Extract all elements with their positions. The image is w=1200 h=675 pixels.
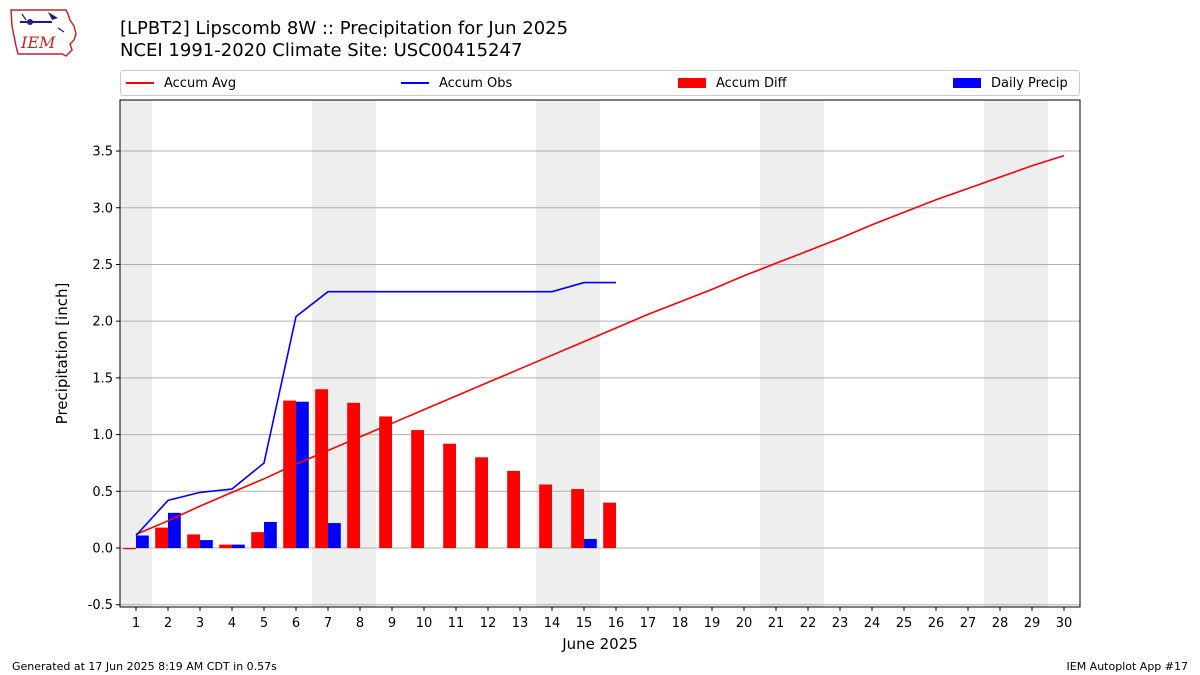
x-tick-label: 16 [608,616,625,631]
accum-diff-bar [347,402,360,549]
chart-title: [LPBT2] Lipscomb 8W :: Precipitation for… [120,18,569,39]
x-tick-label: 21 [768,616,785,631]
daily-precip-bar [232,544,245,549]
legend-item-accum-obs: Accum Obs [401,71,512,95]
accum-obs-line [135,281,616,537]
legend-swatch [126,82,154,84]
weekend-band [120,100,152,607]
legend-swatch [401,82,429,84]
x-tick-label: 3 [196,616,204,631]
x-tick-label: 19 [704,616,721,631]
accum-diff-bar [411,430,424,549]
daily-precip-bar [200,540,213,549]
x-tick-label: 18 [672,616,689,631]
legend-swatch [678,78,706,88]
x-tick-label: 10 [416,616,433,631]
legend-item-daily-precip: Daily Precip [953,71,1068,95]
accum-diff-bar [571,489,584,549]
y-axis-label: Precipitation [inch] [53,283,71,425]
legend: Accum Avg Accum Obs Accum Diff Daily Pre… [120,70,1080,96]
x-tick-label: 30 [1056,616,1073,631]
plot-frame [119,99,1081,608]
accum-diff-bar [315,389,328,549]
y-tick-label: -0.5 [88,598,113,613]
accum-avg-line [135,154,1065,536]
x-tick-label: 4 [228,616,236,631]
accum-diff-bar [251,532,264,549]
x-tick-label: 13 [512,616,529,631]
x-axis-label: June 2025 [561,635,638,653]
accum-diff-bar [475,457,488,549]
accum-diff-bar [123,548,136,550]
x-tick-label: 1 [132,616,140,631]
daily-precip-bar [136,535,149,549]
legend-label: Accum Obs [439,75,513,91]
x-tick-label: 24 [864,616,881,631]
x-tick-label: 25 [896,616,913,631]
weekend-band [760,100,792,607]
x-tick-label: 15 [576,616,593,631]
x-tick-label: 23 [832,616,849,631]
y-tick-label: 2.0 [92,315,113,330]
daily-precip-bar [328,523,341,549]
iem-logo: IEM [8,6,80,60]
x-tick-label: 27 [960,616,977,631]
accum-diff-bar [539,484,552,549]
chart-subtitle: NCEI 1991-2020 Climate Site: USC00415247 [120,40,523,61]
daily-precip-bar [584,538,597,549]
x-tick-label: 11 [448,616,465,631]
logo-text: IEM [20,33,56,52]
accum-diff-bar [507,470,520,549]
accum-diff-bar [603,502,616,549]
accum-diff-bar [379,416,392,549]
x-tick-label: 28 [992,616,1009,631]
x-tick-label: 14 [544,616,561,631]
weekend-band [984,100,1016,607]
y-tick-label: 1.5 [92,371,113,386]
x-tick-label: 2 [164,616,172,631]
legend-swatch [953,78,981,88]
x-tick-label: 6 [292,616,300,631]
x-tick-label: 26 [928,616,945,631]
legend-label: Daily Precip [991,75,1068,91]
y-tick-label: 2.5 [92,258,113,273]
weekend-band [1016,100,1048,607]
app-footer: IEM Autoplot App #17 [1066,660,1189,673]
legend-label: Accum Diff [716,75,787,91]
x-tick-label: 7 [324,616,332,631]
accum-diff-bar [155,527,168,549]
y-tick-label: 3.5 [92,145,113,160]
y-tick-label: 1.0 [92,428,113,443]
x-tick-label: 9 [388,616,396,631]
generated-footer: Generated at 17 Jun 2025 8:19 AM CDT in … [12,660,277,673]
y-tick-label: 0.5 [92,485,113,500]
daily-precip-bar [168,512,181,549]
daily-precip-bar [296,401,309,549]
x-tick-label: 29 [1024,616,1041,631]
x-tick-label: 12 [480,616,497,631]
x-tick-label: 5 [260,616,268,631]
accum-diff-bar [219,544,232,549]
x-tick-label: 17 [640,616,657,631]
x-tick-label: 20 [736,616,753,631]
weekend-band [792,100,824,607]
accum-diff-bar [187,534,200,549]
accum-diff-bar [443,443,456,549]
y-tick-label: 3.0 [92,201,113,216]
y-tick-label: 0.0 [92,542,113,557]
x-tick-label: 22 [800,616,817,631]
daily-precip-bar [264,521,277,549]
legend-label: Accum Avg [164,75,237,91]
x-tick-label: 8 [356,616,364,631]
legend-item-accum-avg: Accum Avg [126,71,236,95]
accum-diff-bar [283,400,296,549]
legend-item-accum-diff: Accum Diff [678,71,787,95]
